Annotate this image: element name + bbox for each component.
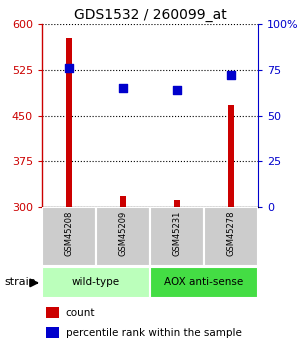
Point (229, 72, 233, 78)
Bar (120, 196, 126, 207)
Bar (46, 327, 59, 338)
Bar (150, 267, 258, 298)
Text: percentile rank within the sample: percentile rank within the sample (66, 328, 242, 338)
Text: count: count (66, 308, 95, 318)
Bar (66, 38, 72, 207)
Bar (204, 207, 258, 266)
Text: GSM45278: GSM45278 (226, 211, 236, 256)
Bar (42, 207, 96, 266)
Text: strain: strain (5, 277, 37, 287)
Text: GSM45231: GSM45231 (172, 211, 182, 256)
Text: AOX anti-sense: AOX anti-sense (164, 277, 244, 287)
Text: GSM45209: GSM45209 (118, 211, 127, 256)
Title: GDS1532 / 260099_at: GDS1532 / 260099_at (74, 8, 226, 22)
Text: GSM45208: GSM45208 (64, 211, 74, 256)
Bar (46, 307, 59, 318)
Text: wild-type: wild-type (72, 277, 120, 287)
Bar (42, 267, 150, 298)
Bar (174, 200, 180, 207)
Bar (150, 207, 204, 266)
Bar (96, 207, 150, 266)
Point (175, 87, 179, 93)
Point (121, 85, 125, 91)
Point (67, 65, 71, 71)
Bar (228, 105, 234, 207)
